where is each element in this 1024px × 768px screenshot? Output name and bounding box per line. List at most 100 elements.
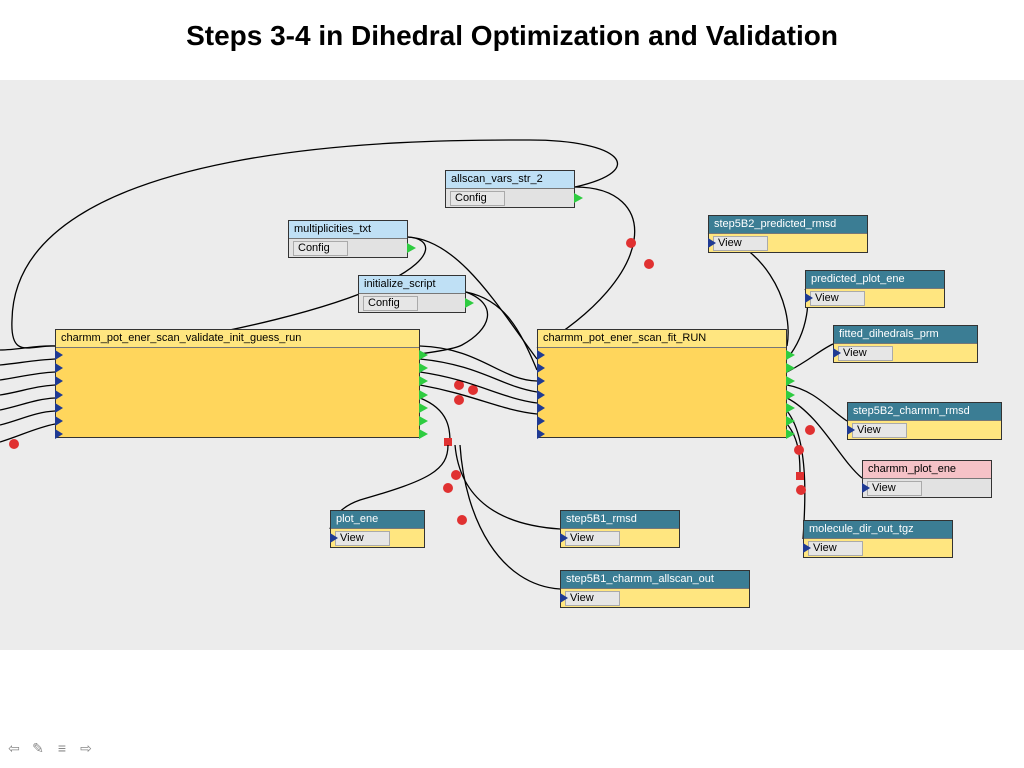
node-step5b1_out[interactable]: step5B1_charmm_allscan_outView — [560, 570, 750, 608]
output-port[interactable] — [786, 416, 795, 426]
edge — [0, 372, 55, 380]
view-button[interactable]: View — [867, 481, 922, 496]
config-button[interactable]: Config — [450, 191, 505, 206]
node-step5b2_pred[interactable]: step5B2_predicted_rmsd View — [708, 215, 868, 253]
node-big1[interactable]: charmm_pot_ener_scan_validate_init_guess… — [55, 329, 420, 438]
node-mol_dir[interactable]: molecule_dir_out_tgz View — [803, 520, 953, 558]
view-button[interactable]: View — [838, 346, 893, 361]
input-port[interactable] — [55, 416, 63, 426]
input-port[interactable] — [537, 363, 545, 373]
node-pred_plot[interactable]: predicted_plot_ene View — [805, 270, 945, 308]
input-port[interactable] — [55, 403, 63, 413]
output-port[interactable] — [419, 350, 428, 360]
input-port[interactable] — [537, 429, 545, 439]
input-port[interactable] — [537, 403, 545, 413]
edge — [460, 445, 560, 589]
node-plot_ene[interactable]: plot_eneView — [330, 510, 425, 548]
config-button[interactable]: Config — [363, 296, 418, 311]
input-port[interactable] — [805, 293, 813, 303]
output-port[interactable] — [419, 416, 428, 426]
input-port[interactable] — [55, 390, 63, 400]
node-body: View — [834, 344, 977, 362]
config-button[interactable]: Config — [293, 241, 348, 256]
view-button[interactable]: View — [808, 541, 863, 556]
output-port[interactable] — [419, 429, 428, 439]
node-multip[interactable]: multiplicities_txtConfig — [288, 220, 408, 258]
node-body — [56, 348, 419, 437]
edge — [420, 346, 537, 381]
input-port[interactable] — [537, 350, 545, 360]
output-port[interactable] — [786, 403, 795, 413]
input-port[interactable] — [708, 238, 716, 248]
view-button[interactable]: View — [565, 531, 620, 546]
node-header: allscan_vars_str_2 — [446, 171, 574, 189]
node-big2[interactable]: charmm_pot_ener_scan_fit_RUN — [537, 329, 787, 438]
output-port[interactable] — [786, 363, 795, 373]
node-body: View — [806, 289, 944, 307]
output-port[interactable] — [419, 403, 428, 413]
node-header: initialize_script — [359, 276, 465, 294]
input-port[interactable] — [560, 593, 568, 603]
output-port[interactable] — [786, 350, 795, 360]
view-button[interactable]: View — [810, 291, 865, 306]
edge-dot — [454, 380, 464, 390]
edge-dot — [454, 395, 464, 405]
edge-junction — [796, 472, 804, 480]
view-button[interactable]: View — [565, 591, 620, 606]
edge — [787, 385, 847, 421]
node-header: molecule_dir_out_tgz — [804, 521, 952, 539]
node-header: step5B2_predicted_rmsd — [709, 216, 867, 234]
node-header: predicted_plot_ene — [806, 271, 944, 289]
input-port[interactable] — [847, 425, 855, 435]
output-port[interactable] — [407, 243, 416, 253]
node-header: step5B2_charmm_rmsd — [848, 403, 1001, 421]
node-body: View — [561, 589, 749, 607]
input-port[interactable] — [55, 350, 63, 360]
edge — [0, 411, 55, 425]
output-port[interactable] — [419, 376, 428, 386]
list-icon[interactable]: ≡ — [54, 740, 70, 756]
workflow-canvas: allscan_vars_str_2Configmultiplicities_t… — [0, 80, 1024, 650]
input-port[interactable] — [833, 348, 841, 358]
node-body: Config — [359, 294, 465, 312]
input-port[interactable] — [560, 533, 568, 543]
input-port[interactable] — [55, 429, 63, 439]
node-init[interactable]: initialize_script Config — [358, 275, 466, 313]
navigation-toolbar: ⇦ ✎ ≡ ⇨ — [6, 740, 94, 756]
node-step5b2_charmm[interactable]: step5B2_charmm_rmsd View — [847, 402, 1002, 440]
edge — [0, 385, 55, 395]
input-port[interactable] — [330, 533, 338, 543]
output-port[interactable] — [786, 390, 795, 400]
node-body: View — [709, 234, 867, 252]
output-port[interactable] — [574, 193, 583, 203]
input-port[interactable] — [862, 483, 870, 493]
node-body: View — [804, 539, 952, 557]
input-port[interactable] — [55, 376, 63, 386]
edit-icon[interactable]: ✎ — [30, 740, 46, 756]
input-port[interactable] — [803, 543, 811, 553]
input-port[interactable] — [537, 416, 545, 426]
edge-dot — [9, 439, 19, 449]
view-button[interactable]: View — [852, 423, 907, 438]
input-port[interactable] — [537, 390, 545, 400]
output-port[interactable] — [786, 429, 795, 439]
output-port[interactable] — [419, 363, 428, 373]
view-button[interactable]: View — [335, 531, 390, 546]
edge-dot — [796, 485, 806, 495]
node-charmm_plot[interactable]: charmm_plot_eneView — [862, 460, 992, 498]
node-step5b1_rmsd[interactable]: step5B1_rmsdView — [560, 510, 680, 548]
node-allscan[interactable]: allscan_vars_str_2 Config — [445, 170, 575, 208]
edge-dot — [644, 259, 654, 269]
input-port[interactable] — [55, 363, 63, 373]
node-fitted[interactable]: fitted_dihedrals_prmView — [833, 325, 978, 363]
output-port[interactable] — [465, 298, 474, 308]
edge-dot — [626, 238, 636, 248]
edge-dot — [794, 445, 804, 455]
output-port[interactable] — [419, 390, 428, 400]
edge-dot — [468, 385, 478, 395]
output-port[interactable] — [786, 376, 795, 386]
input-port[interactable] — [537, 376, 545, 386]
forward-icon[interactable]: ⇨ — [78, 740, 94, 756]
back-icon[interactable]: ⇦ — [6, 740, 22, 756]
view-button[interactable]: View — [713, 236, 768, 251]
